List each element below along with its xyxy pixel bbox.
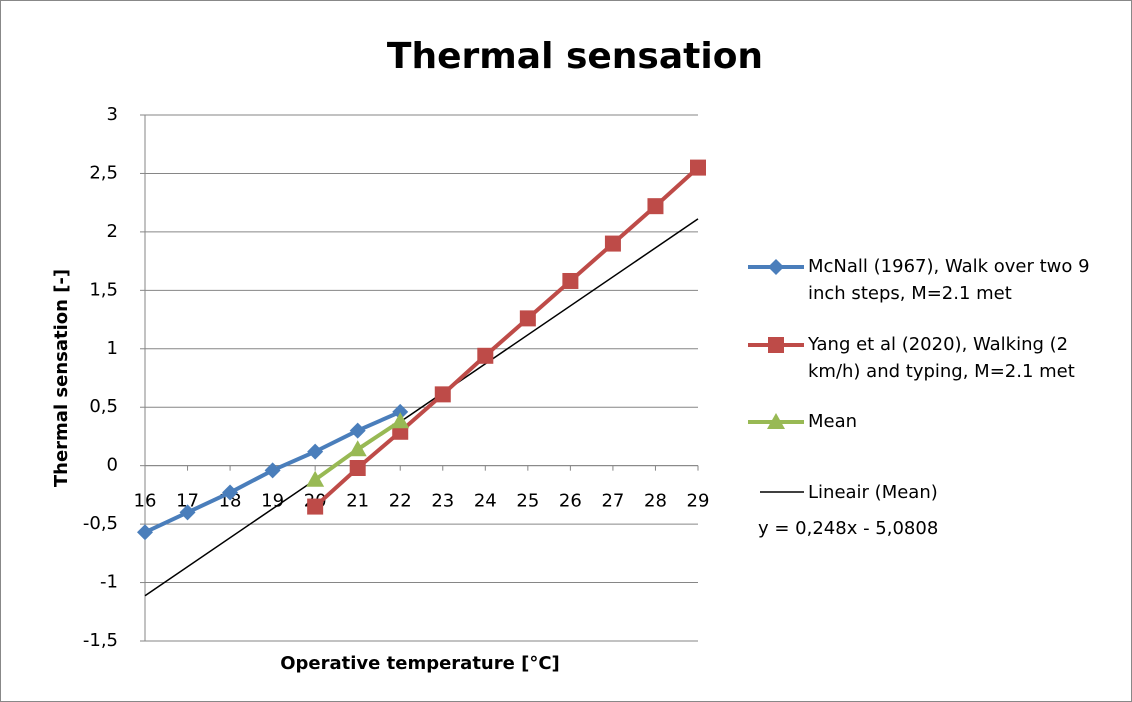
y-tick-label: -1 <box>100 572 118 593</box>
y-tick-label: 0,5 <box>89 396 118 417</box>
y-tick-label: 2,5 <box>89 162 118 183</box>
marker <box>690 159 706 176</box>
legend-marker <box>767 413 785 429</box>
x-tick-label: 17 <box>176 491 199 512</box>
marker <box>562 272 579 289</box>
y-tick-label: 0 <box>107 455 118 476</box>
y-tick-label: 1 <box>107 338 118 359</box>
legend-label: Mean <box>808 411 858 432</box>
y-tick-label: 3 <box>107 104 118 125</box>
x-tick-label: 27 <box>601 491 624 512</box>
marker <box>137 524 153 541</box>
marker <box>306 470 325 487</box>
x-tick-label: 25 <box>516 491 539 512</box>
y-tick-label: -1,5 <box>83 630 118 651</box>
x-axis-label: Operative temperature [°C] <box>280 653 560 674</box>
x-tick-label: 21 <box>346 491 369 512</box>
marker <box>391 412 410 429</box>
marker <box>307 498 324 515</box>
x-tick-label: 26 <box>559 491 582 512</box>
marker <box>307 443 324 460</box>
legend-marker <box>768 337 784 353</box>
trendline <box>144 218 699 597</box>
marker <box>264 462 281 479</box>
x-tick-label: 22 <box>389 491 412 512</box>
legend-label: Yang et al (2020), Walking (2 km/h) and … <box>808 334 1075 382</box>
marker <box>434 386 451 403</box>
x-tick-label: 24 <box>474 491 497 512</box>
x-tick-label: 16 <box>134 491 157 512</box>
marker <box>349 460 366 477</box>
x-tick-label: 19 <box>261 491 284 512</box>
y-axis-label: Thermal sensation [-] <box>51 269 72 487</box>
marker <box>349 422 366 439</box>
x-tick-label: 29 <box>687 491 710 512</box>
marker <box>647 198 664 215</box>
x-tick-label: 28 <box>644 491 667 512</box>
y-tick-label: 1,5 <box>89 279 118 300</box>
marker <box>392 403 409 420</box>
series-line <box>313 166 700 509</box>
y-tick-label: -0,5 <box>83 513 118 534</box>
marker <box>179 504 196 521</box>
legend-marker <box>768 259 784 275</box>
legend-label: Lineair (Mean) <box>808 482 938 503</box>
chart-title: Thermal sensation <box>387 36 763 77</box>
marker <box>519 310 536 327</box>
marker <box>222 484 239 501</box>
y-tick-label: 2 <box>107 221 118 242</box>
x-tick-label: 23 <box>431 491 454 512</box>
trendline-equation: y = 0,248x - 5,0808 <box>758 518 938 539</box>
marker <box>348 440 367 457</box>
marker <box>477 347 494 364</box>
legend-label: McNall (1967), Walk over two 9 inch step… <box>808 256 1090 304</box>
marker <box>604 235 621 252</box>
